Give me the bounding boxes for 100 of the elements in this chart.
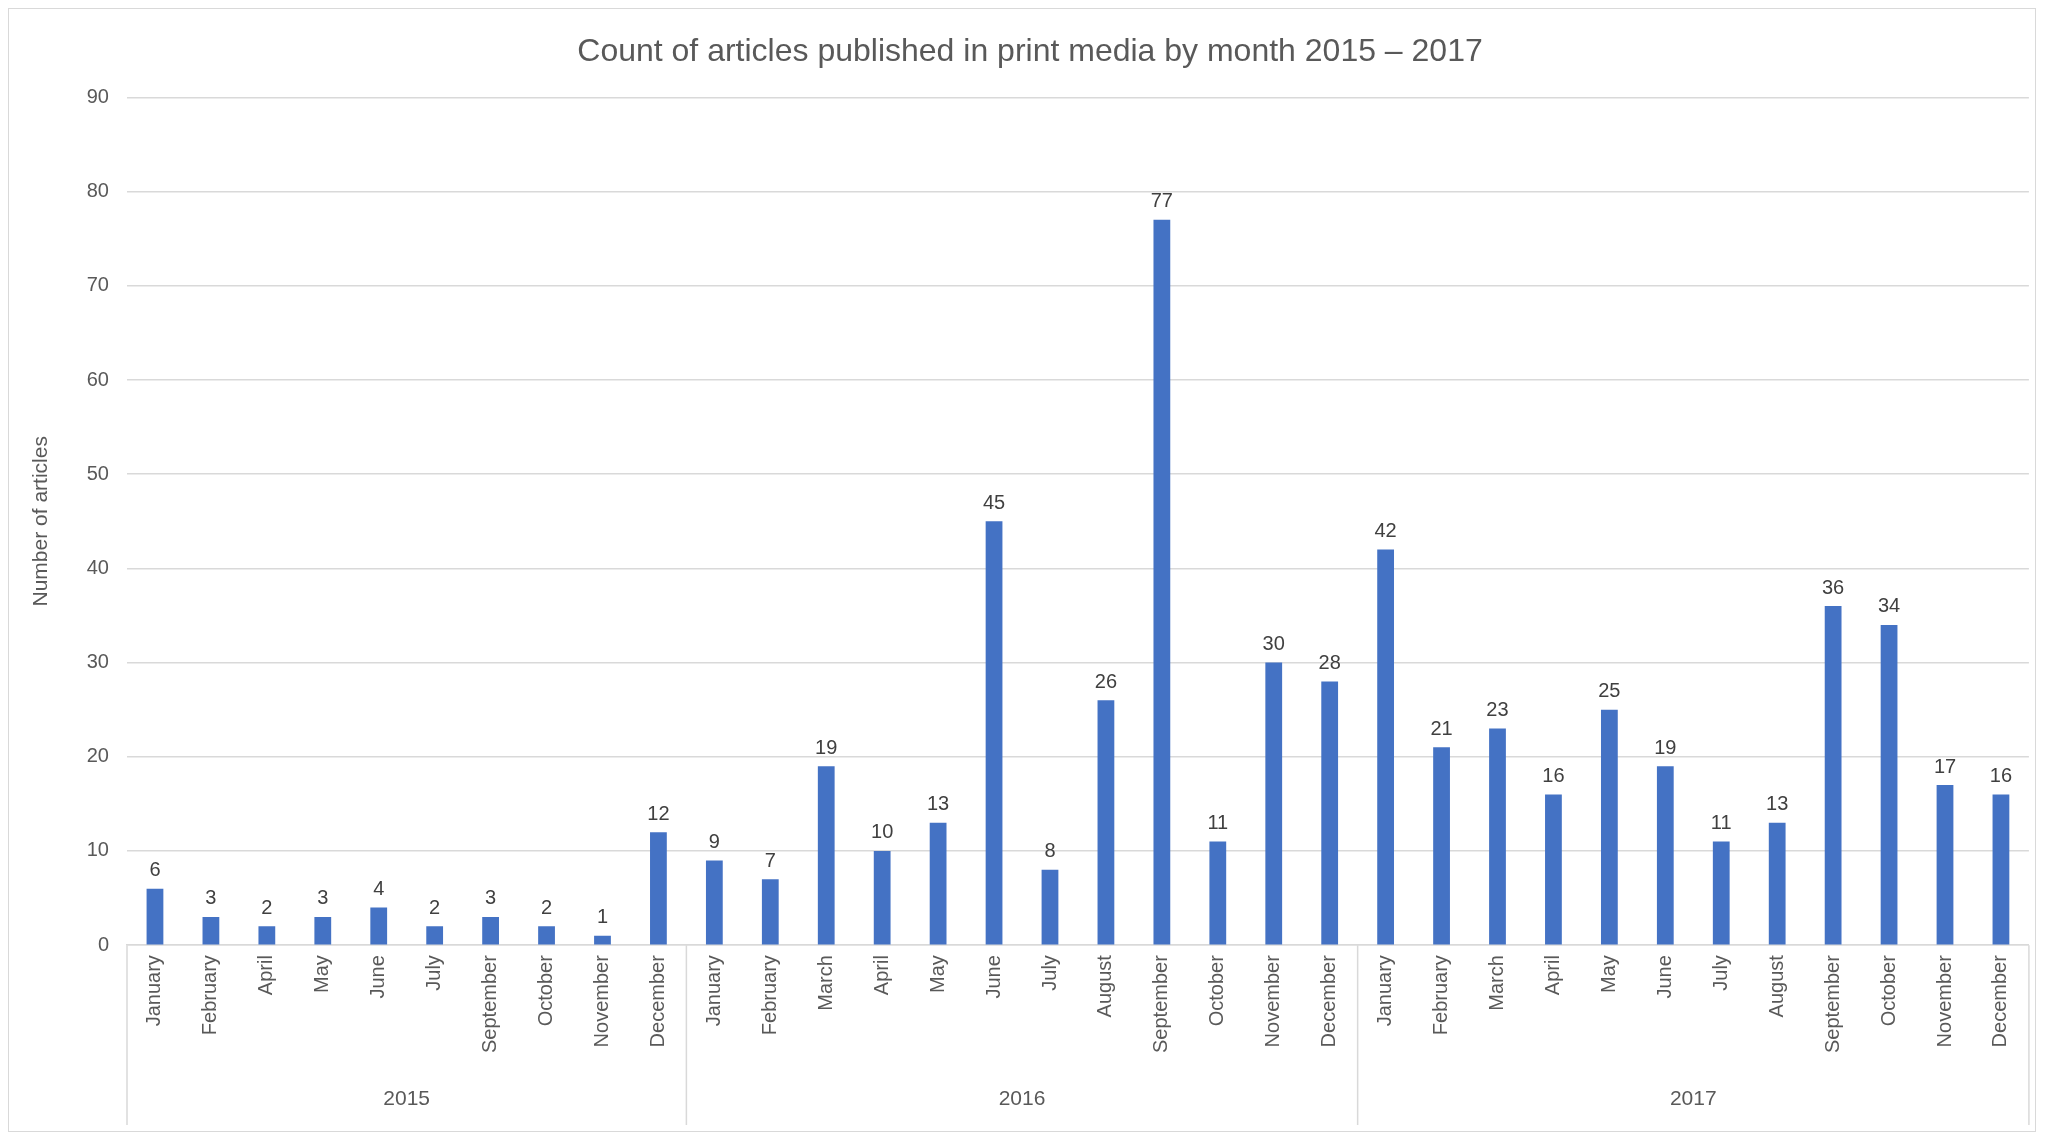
x-tick-label: September: [1820, 954, 1843, 1054]
data-label: 23: [1486, 698, 1509, 721]
data-label: 13: [926, 792, 950, 815]
data-label: 4: [373, 877, 385, 900]
bar: [1209, 841, 1227, 945]
x-tick-label: November: [589, 954, 612, 1048]
data-label: 6: [149, 858, 161, 881]
text: 2015: [383, 1085, 431, 1109]
y-tick-label: 60: [86, 367, 109, 390]
x-tick-label: June: [981, 955, 1004, 999]
bar: [1992, 794, 2010, 945]
y-tick-label: 90: [86, 84, 109, 107]
data-label: 34: [1877, 594, 1901, 617]
y-tick-label: 40: [86, 555, 109, 578]
bar: [929, 822, 947, 945]
data-label: 2: [261, 895, 273, 918]
data-label: 21: [1430, 716, 1453, 739]
x-tick-label: September: [478, 954, 501, 1054]
bar: [1041, 869, 1059, 945]
x-tick-label: January: [1373, 955, 1396, 1027]
bar: [1321, 681, 1339, 945]
bar: [1489, 728, 1506, 945]
x-tick-label: October: [1205, 954, 1228, 1027]
data-label: 2: [540, 895, 553, 918]
x-tick-label: November: [1261, 954, 1284, 1048]
y-axis-title: Number of articles: [28, 436, 52, 607]
data-label: 12: [647, 801, 670, 824]
bar: [1097, 700, 1115, 945]
x-tick-label: May: [925, 955, 948, 993]
y-tick-label: 20: [86, 744, 109, 767]
y-tick-label: 80: [86, 179, 109, 202]
bar: [1712, 841, 1730, 945]
chart-title: Count of articles published in print media by month 2015 – 2017: [577, 32, 1483, 69]
bar: [1433, 747, 1450, 945]
data-label: 19: [1654, 735, 1677, 758]
data-label: 28: [1318, 650, 1341, 673]
bar: [705, 860, 723, 945]
data-label: 1: [596, 905, 609, 928]
x-tick-label: June: [1652, 955, 1675, 999]
x-tick-label: December: [1988, 954, 2011, 1048]
x-tick-label: February: [198, 955, 221, 1036]
data-label: 13: [1766, 792, 1789, 815]
x-tick-label: April: [254, 955, 277, 996]
bar: [650, 832, 667, 945]
x-tick-label: July: [422, 955, 445, 991]
data-label: 19: [815, 735, 838, 758]
data-label: 25: [1598, 679, 1621, 702]
x-tick-label: May: [310, 955, 333, 993]
bar: [426, 926, 444, 945]
bar: [258, 926, 276, 945]
bar: [594, 935, 611, 945]
bar: [1600, 709, 1618, 945]
data-label: 45: [982, 490, 1006, 513]
y-tick-label: 30: [86, 650, 109, 673]
bar: [1880, 624, 1898, 945]
x-tick-label: March: [1485, 955, 1508, 1011]
x-tick-label: July: [1708, 955, 1731, 991]
data-label: 3: [485, 886, 497, 909]
data-label: 7: [764, 848, 776, 871]
data-label: 16: [1989, 763, 2013, 786]
x-tick-label: May: [1596, 955, 1619, 993]
x-tick-label: November: [1932, 954, 1955, 1048]
x-tick-label: December: [1317, 954, 1340, 1048]
y-tick-label: 50: [86, 461, 109, 484]
bar: [985, 521, 1003, 945]
bar: [538, 926, 555, 945]
bar: [1768, 822, 1786, 945]
x-tick-label: August: [1093, 954, 1116, 1018]
data-label: 3: [317, 886, 329, 909]
x-tick-label: April: [869, 955, 892, 996]
bar: [1545, 794, 1562, 945]
data-label: 9: [708, 829, 720, 852]
x-tick-label: August: [1764, 954, 1787, 1018]
bar: [1936, 785, 1954, 945]
data-label: 77: [1150, 189, 1173, 212]
data-label: 42: [1374, 519, 1397, 542]
x-tick-label: January: [701, 955, 724, 1027]
data-label: 2: [429, 895, 441, 918]
data-label: 10: [871, 820, 894, 843]
data-label: 36: [1822, 575, 1845, 598]
x-tick-label: June: [366, 955, 389, 999]
data-label: 30: [1262, 632, 1285, 655]
data-label: 8: [1044, 839, 1056, 862]
x-tick-label: December: [645, 954, 668, 1048]
bar: [1377, 549, 1395, 945]
x-tick-label: April: [1540, 955, 1563, 996]
y-tick-label: 0: [97, 932, 109, 955]
x-tick-label: July: [1037, 955, 1060, 991]
y-tick-label: 70: [86, 273, 109, 296]
data-label: 3: [205, 886, 217, 909]
data-label: 11: [1207, 811, 1229, 834]
bar: [761, 879, 779, 945]
bar: [1153, 219, 1171, 945]
x-tick-label: September: [1149, 954, 1172, 1054]
bar: [1265, 662, 1283, 945]
data-label: 11: [1710, 811, 1732, 834]
x-tick-label: February: [757, 955, 780, 1036]
x-tick-label: March: [813, 955, 836, 1011]
bar: [146, 888, 164, 945]
bar: [314, 916, 332, 945]
